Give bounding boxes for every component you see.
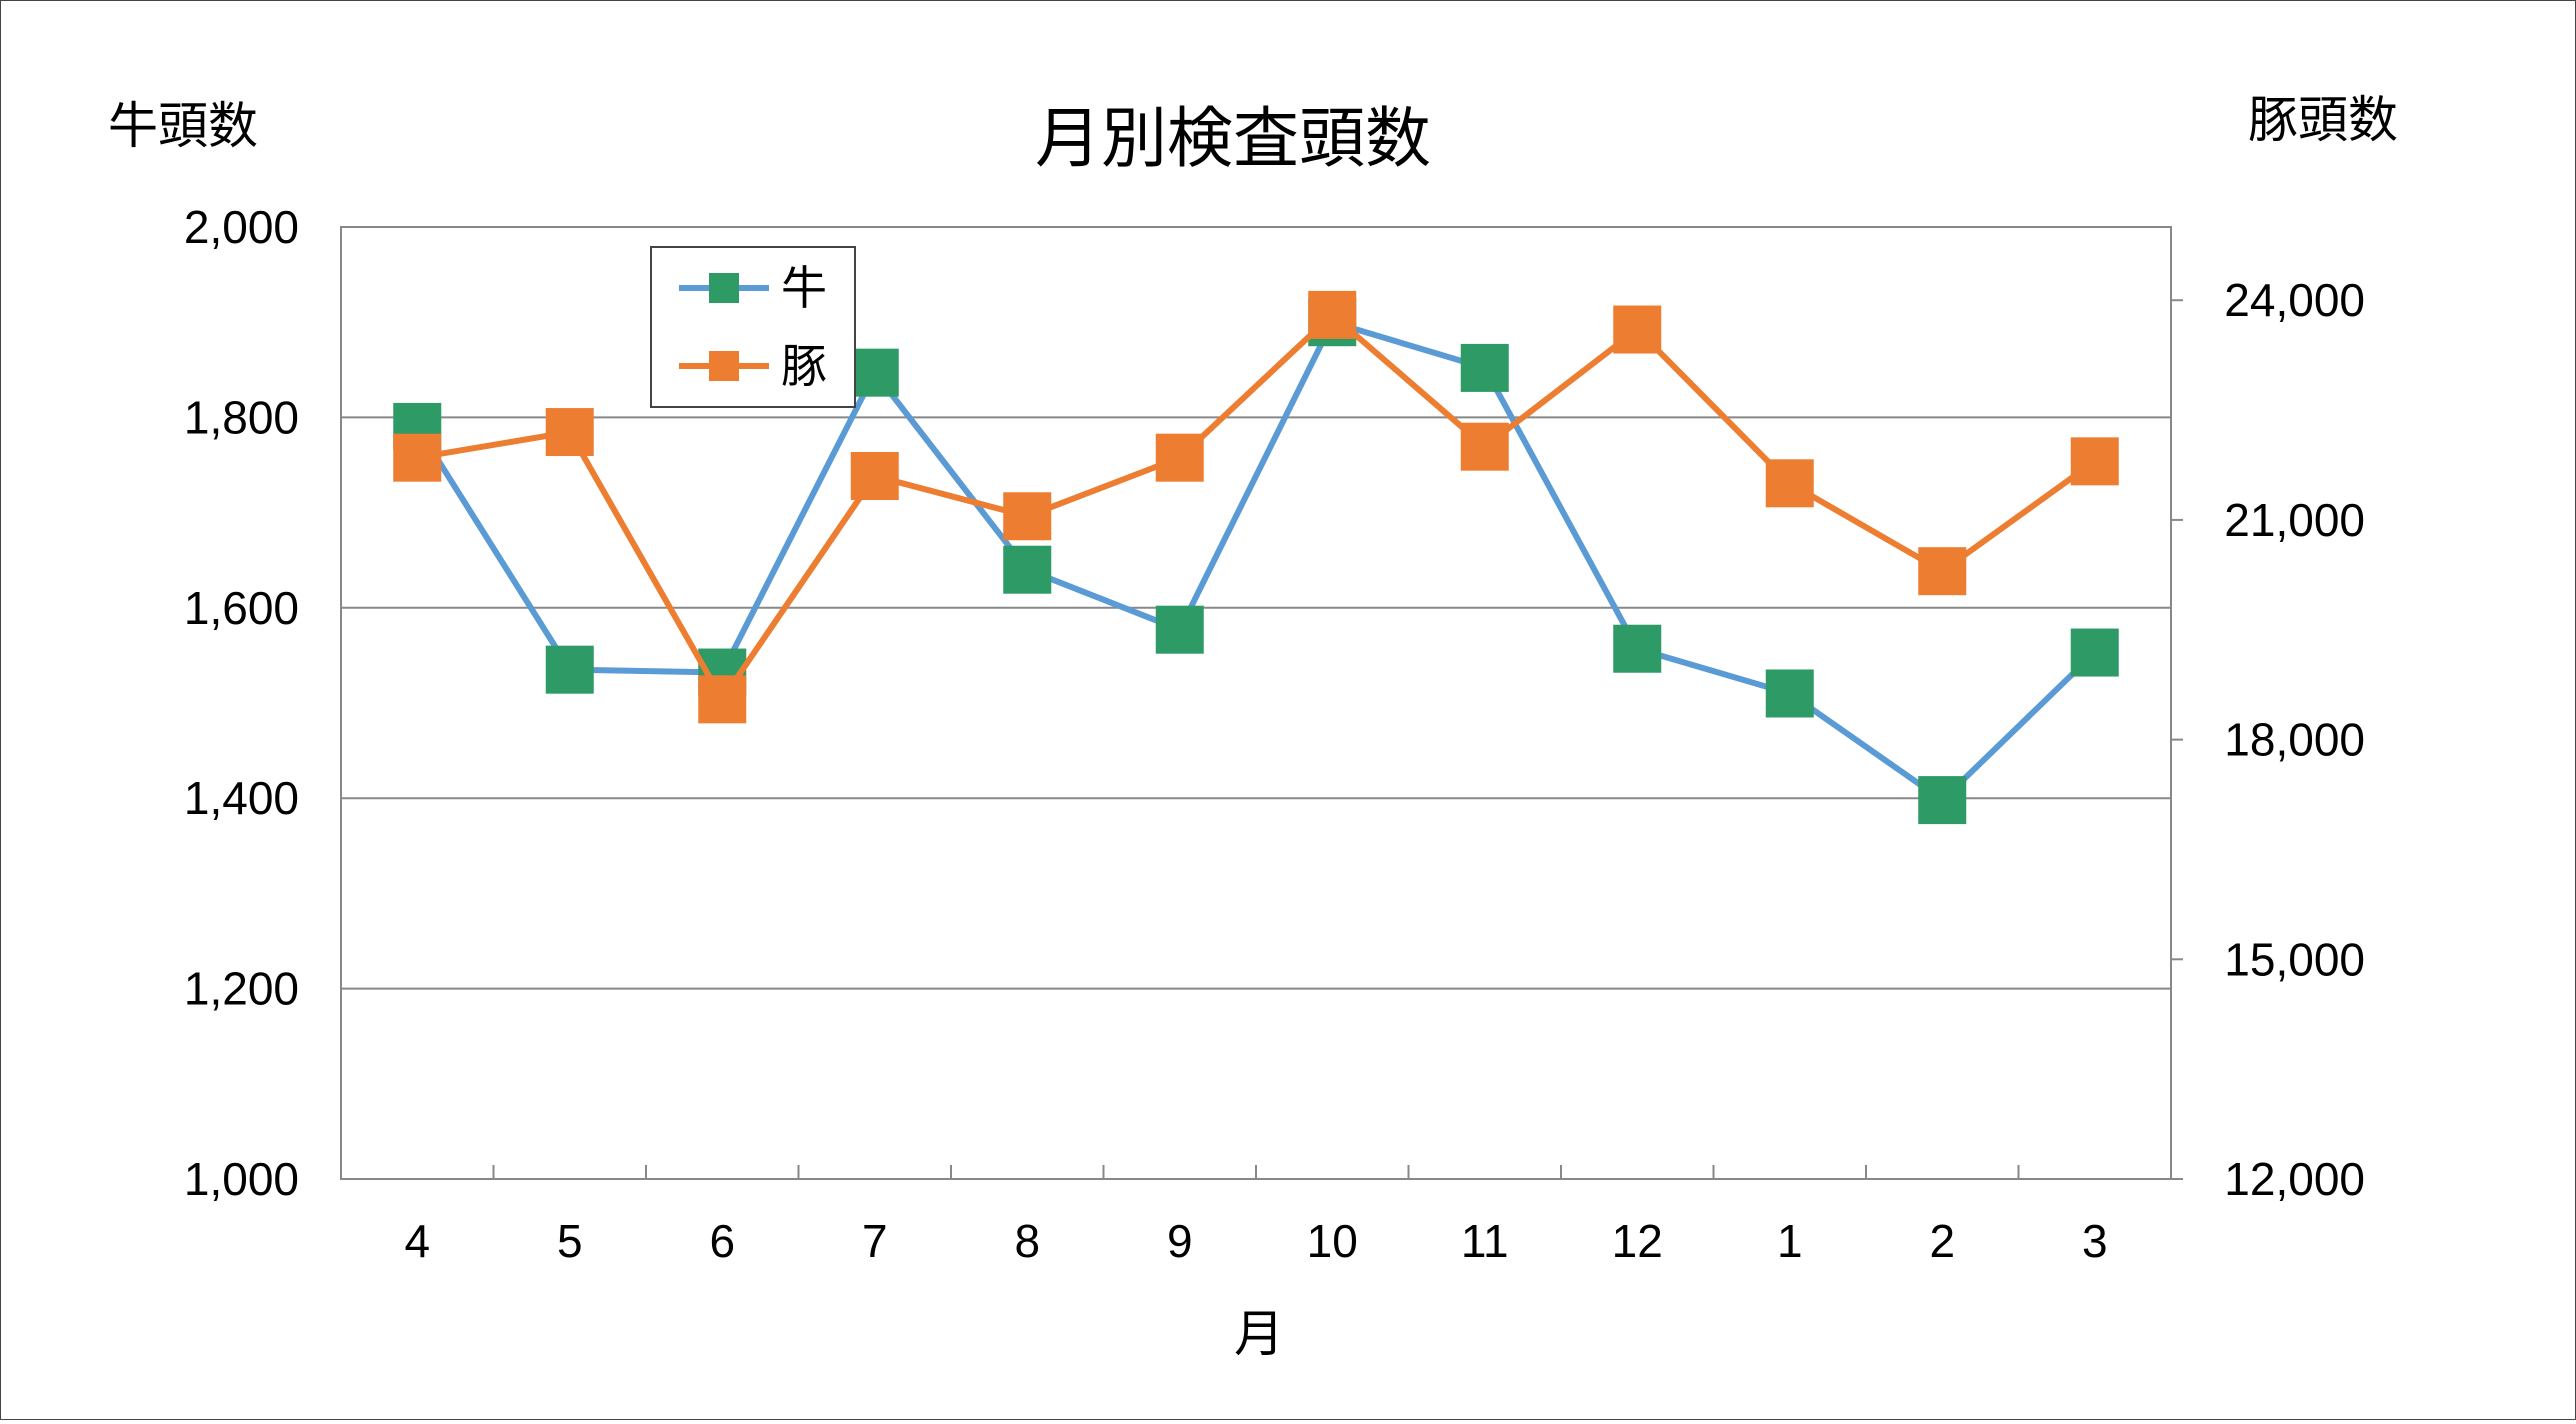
data-point-1 <box>1308 290 1357 339</box>
x-tick-label: 4 <box>404 1215 430 1267</box>
data-point-1 <box>1003 492 1052 541</box>
right-tick-label: 12,000 <box>2224 1153 2365 1205</box>
plot-area <box>340 226 2172 1180</box>
right-tick-label: 15,000 <box>2224 933 2365 985</box>
legend-label-cattle: 牛 <box>781 262 827 314</box>
x-tick-label: 11 <box>1461 1215 1509 1267</box>
data-point-0 <box>1155 605 1204 654</box>
right-axis-ticks: 12,000 15,000 18,000 21,000 24,000 <box>2171 274 2365 1205</box>
data-point-1 <box>545 408 594 457</box>
data-point-1 <box>1460 422 1509 471</box>
left-tick-label: 1,200 <box>184 963 299 1015</box>
left-axis-title: 牛頭数 <box>108 98 258 154</box>
legend-box <box>650 246 856 408</box>
right-axis-title: 豚頭数 <box>2248 92 2398 148</box>
data-point-1 <box>1155 433 1204 482</box>
x-axis-ticks: 4 5 6 7 8 9 10 11 12 1 2 3 <box>404 1165 2108 1267</box>
x-tick-label: 7 <box>862 1215 888 1267</box>
left-tick-label: 1,000 <box>184 1153 299 1205</box>
data-point-0 <box>1765 669 1814 718</box>
left-tick-label: 2,000 <box>184 201 299 253</box>
data-point-0 <box>2070 628 2119 677</box>
legend-marker-cattle <box>709 273 739 303</box>
x-tick-label: 6 <box>709 1215 735 1267</box>
x-tick-label: 12 <box>1612 1215 1663 1267</box>
right-tick-label: 24,000 <box>2224 274 2365 326</box>
data-point-0 <box>545 645 594 694</box>
data-point-0 <box>1918 776 1967 825</box>
x-tick-label: 10 <box>1307 1215 1358 1267</box>
x-tick-label: 2 <box>1929 1215 1955 1267</box>
data-point-1 <box>1613 305 1662 354</box>
data-point-0 <box>850 348 899 397</box>
data-point-1 <box>1765 459 1814 508</box>
right-tick-label: 21,000 <box>2224 494 2365 546</box>
x-axis-title: 月 <box>1234 1306 1284 1362</box>
data-point-1 <box>850 451 899 500</box>
left-axis-ticks: 1,000 1,200 1,400 1,600 1,800 2,000 <box>184 201 299 1205</box>
data-point-1 <box>2070 437 2119 486</box>
right-tick-label: 18,000 <box>2224 714 2365 766</box>
left-tick-label: 1,800 <box>184 391 299 443</box>
x-tick-label: 8 <box>1014 1215 1040 1267</box>
legend-marker-pig <box>709 351 739 381</box>
data-point-1 <box>393 433 442 482</box>
left-tick-label: 1,400 <box>184 772 299 824</box>
series-line-1 <box>416 311 2097 703</box>
data-point-1 <box>698 675 747 724</box>
x-tick-label: 3 <box>2082 1215 2108 1267</box>
left-tick-label: 1,600 <box>184 582 299 634</box>
chart-title: 月別検査頭数 <box>1035 101 1431 175</box>
data-point-0 <box>1003 545 1052 594</box>
data-point-1 <box>1918 547 1967 596</box>
gridlines <box>341 416 2171 990</box>
data-point-0 <box>1460 343 1509 392</box>
series-group <box>393 290 2119 825</box>
legend-label-pig: 豚 <box>781 340 827 392</box>
x-tick-label: 5 <box>557 1215 583 1267</box>
x-tick-label: 9 <box>1167 1215 1193 1267</box>
legend: 牛 豚 <box>650 246 856 408</box>
x-tick-label: 1 <box>1777 1215 1803 1267</box>
series-line-0 <box>414 319 2097 804</box>
data-point-0 <box>1613 624 1662 673</box>
